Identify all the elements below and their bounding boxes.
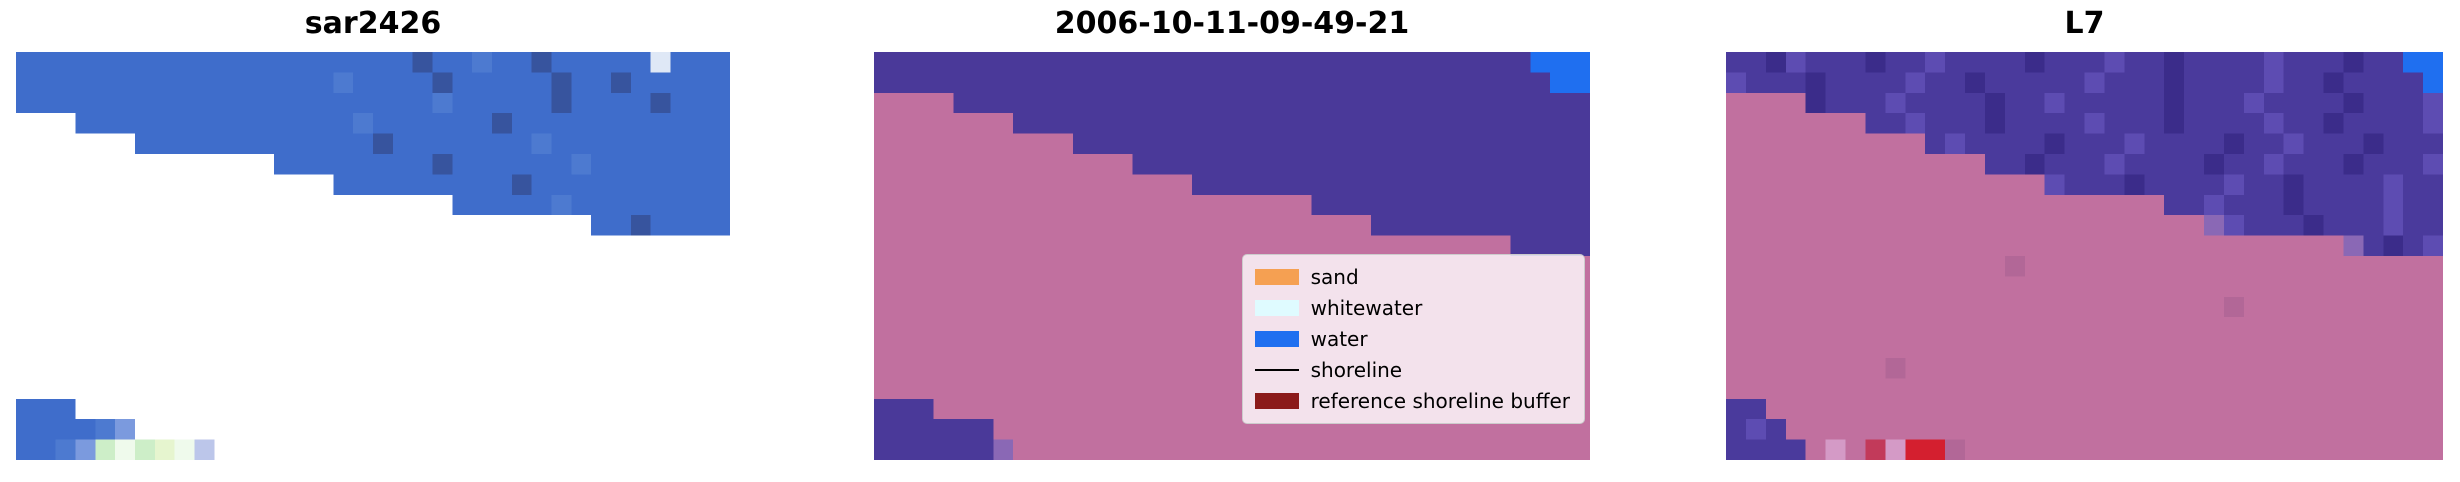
legend-entry: reference shoreline buffer <box>1254 389 1570 413</box>
legend-label: reference shoreline buffer <box>1310 389 1570 413</box>
legend-label: whitewater <box>1310 296 1423 320</box>
legend: sand whitewater water shoreline reference sh… <box>1241 254 1585 424</box>
l7-image <box>1726 52 2443 460</box>
panel-sar: sar2426 <box>16 6 730 460</box>
panel-classified: 2006-10-11-09-49-21 sand whitewater water s… <box>874 6 1590 460</box>
legend-entry: shoreline <box>1254 358 1570 382</box>
legend-label: water <box>1310 327 1368 351</box>
panel-title-l7: L7 <box>2064 6 2105 41</box>
legend-shoreline-line <box>1254 369 1299 371</box>
legend-label: shoreline <box>1310 358 1403 382</box>
legend-water-swatch <box>1254 331 1299 347</box>
legend-entry: water <box>1254 327 1570 351</box>
sar-image <box>16 52 730 460</box>
panel-l7: L7 <box>1726 6 2443 460</box>
legend-entry: sand <box>1254 265 1570 289</box>
legend-whitewater-swatch <box>1254 300 1299 316</box>
panel-title-classified: 2006-10-11-09-49-21 <box>1054 6 1410 41</box>
panel-title-sar: sar2426 <box>304 6 442 41</box>
legend-sand-swatch <box>1254 269 1299 285</box>
legend-entry: whitewater <box>1254 296 1570 320</box>
legend-label: sand <box>1310 265 1359 289</box>
legend-reference-shoreline-buffer-swatch <box>1254 393 1299 409</box>
